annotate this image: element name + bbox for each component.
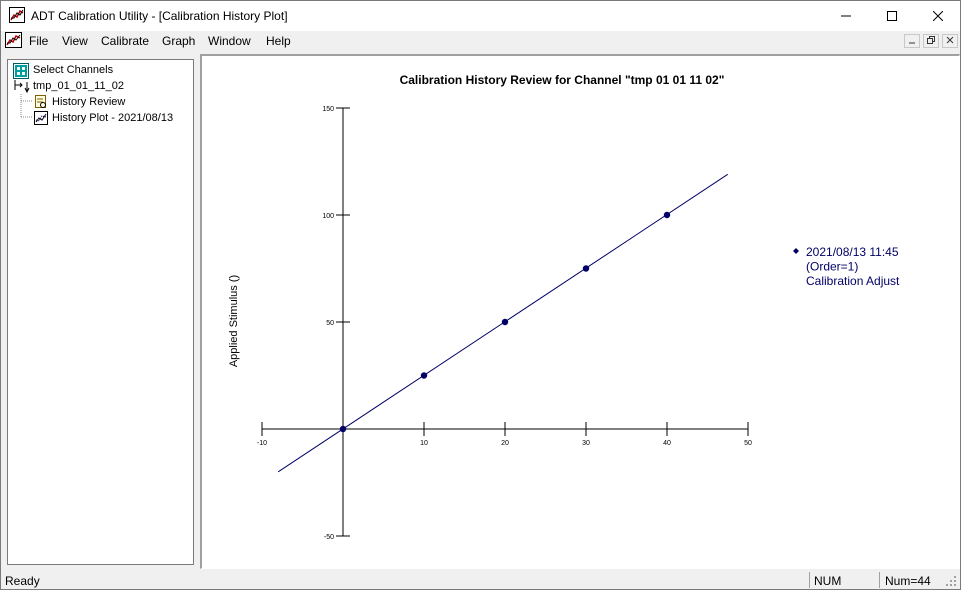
menu-calibrate[interactable]: Calibrate <box>101 34 150 48</box>
minimize-icon <box>909 42 915 44</box>
channel-tree: Select Channels tmp_01_01_11_02 Histor <box>7 59 194 565</box>
restore-icon <box>927 36 935 44</box>
tree-item-select-channels[interactable]: Select Channels <box>33 64 114 76</box>
menu-file[interactable]: File <box>29 34 49 48</box>
data-point <box>420 372 428 379</box>
y-axis-label: Applied Stimulus () <box>228 275 240 367</box>
status-num-count: Num=44 <box>885 574 931 588</box>
legend-text: 2021/08/13 11:45 <box>806 245 899 259</box>
y-tick-label: 150 <box>322 106 334 113</box>
close-icon <box>933 11 943 21</box>
calibration-history-chart: Calibration History Review for Channel "… <box>228 73 900 541</box>
close-icon <box>946 36 954 44</box>
child-minimize-button[interactable] <box>904 34 920 48</box>
resize-grip-icon[interactable] <box>945 575 957 590</box>
status-num-lock: NUM <box>814 574 842 588</box>
legend-text: Calibration Adjust <box>806 274 900 288</box>
x-tick-label: 30 <box>582 440 590 447</box>
child-close-button[interactable] <box>942 34 958 48</box>
chart-title: Calibration History Review for Channel "… <box>400 73 725 87</box>
x-tick-label: 40 <box>663 440 671 447</box>
close-button[interactable] <box>915 1 961 31</box>
history-review-icon <box>34 95 48 112</box>
x-tick-label: 10 <box>420 440 428 447</box>
x-tick-label: 50 <box>744 440 752 447</box>
menu-help[interactable]: Help <box>266 34 291 48</box>
title-bar: ADT Calibration Utility - [Calibration H… <box>1 1 960 31</box>
y-tick-label: 50 <box>326 320 334 327</box>
data-point <box>339 425 347 433</box>
status-ready: Ready <box>5 574 40 588</box>
data-point <box>663 211 671 219</box>
channel-branch-icon <box>13 79 31 98</box>
menu-view[interactable]: View <box>62 34 88 48</box>
app-chart-icon <box>9 7 25 26</box>
x-tick-label: -10 <box>257 440 267 447</box>
menu-window[interactable]: Window <box>208 34 251 48</box>
child-restore-button[interactable] <box>923 34 939 48</box>
tree-item-channel[interactable]: tmp_01_01_11_02 <box>33 80 124 92</box>
legend-text: (Order=1) <box>806 260 858 274</box>
tree-item-history-plot[interactable]: History Plot - 2021/08/13 <box>52 112 174 124</box>
minimize-button[interactable] <box>823 1 869 31</box>
tree-item-history-review[interactable]: History Review <box>52 96 126 108</box>
document-chart-icon[interactable] <box>5 32 23 51</box>
menu-graph[interactable]: Graph <box>162 34 196 48</box>
menu-bar: File View Calibrate Graph Window Help <box>1 31 960 51</box>
history-plot-icon <box>34 111 48 128</box>
plot-area: Calibration History Review for Channel "… <box>200 54 960 569</box>
window-title: ADT Calibration Utility - [Calibration H… <box>31 9 288 23</box>
status-bar: Ready NUM Num=44 <box>1 571 960 589</box>
data-point <box>501 318 509 326</box>
tree-connector-lines <box>20 94 33 118</box>
y-tick-label: -50 <box>324 534 334 541</box>
maximize-icon <box>887 11 897 21</box>
y-tick-label: 100 <box>322 213 334 220</box>
status-separator <box>879 572 880 588</box>
minimize-icon <box>841 15 851 17</box>
data-point <box>582 265 590 272</box>
x-tick-label: 20 <box>501 440 509 447</box>
status-separator <box>809 572 810 588</box>
channels-grid-icon <box>13 63 29 82</box>
maximize-button[interactable] <box>869 1 915 31</box>
legend-marker <box>793 248 799 254</box>
